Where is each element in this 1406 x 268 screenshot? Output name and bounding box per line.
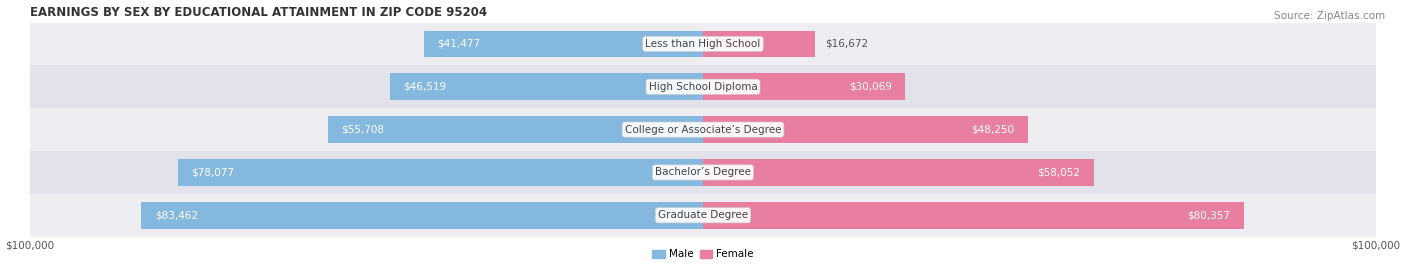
Bar: [30, 108, 1376, 151]
Text: $78,077: $78,077: [191, 168, 233, 177]
Text: Bachelor’s Degree: Bachelor’s Degree: [655, 168, 751, 177]
Text: $58,052: $58,052: [1038, 168, 1080, 177]
Text: Less than High School: Less than High School: [645, 39, 761, 49]
Text: $48,250: $48,250: [972, 125, 1014, 135]
Text: Source: ZipAtlas.com: Source: ZipAtlas.com: [1274, 11, 1385, 21]
Text: $30,069: $30,069: [849, 82, 891, 92]
Bar: [328, 116, 703, 143]
Text: $55,708: $55,708: [342, 125, 385, 135]
Text: EARNINGS BY SEX BY EDUCATIONAL ATTAINMENT IN ZIP CODE 95204: EARNINGS BY SEX BY EDUCATIONAL ATTAINMEN…: [30, 6, 488, 18]
Bar: [703, 31, 815, 57]
Legend: Male, Female: Male, Female: [648, 245, 758, 264]
Bar: [703, 202, 1244, 229]
Text: $80,357: $80,357: [1187, 210, 1230, 220]
Bar: [30, 194, 1376, 237]
Bar: [30, 23, 1376, 65]
Text: High School Diploma: High School Diploma: [648, 82, 758, 92]
Text: $83,462: $83,462: [155, 210, 198, 220]
Text: $41,477: $41,477: [437, 39, 481, 49]
Bar: [423, 31, 703, 57]
Bar: [177, 159, 703, 186]
Text: $16,672: $16,672: [825, 39, 869, 49]
Bar: [30, 151, 1376, 194]
Bar: [30, 65, 1376, 108]
Bar: [703, 159, 1094, 186]
Bar: [703, 116, 1028, 143]
Text: $46,519: $46,519: [404, 82, 447, 92]
Bar: [142, 202, 703, 229]
Text: College or Associate’s Degree: College or Associate’s Degree: [624, 125, 782, 135]
Bar: [389, 73, 703, 100]
Bar: [703, 73, 905, 100]
Text: Graduate Degree: Graduate Degree: [658, 210, 748, 220]
